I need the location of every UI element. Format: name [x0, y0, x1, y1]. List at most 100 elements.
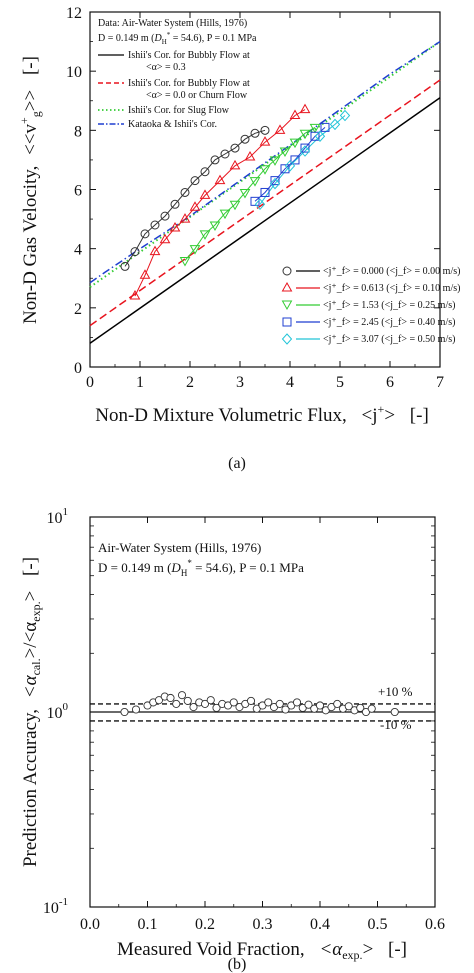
b-ytick-base: 10 — [47, 705, 63, 722]
a-series-line-3 — [254, 127, 326, 202]
b-xtick-label: 0.3 — [253, 916, 273, 933]
a-data-point-circle — [190, 176, 200, 186]
panel-b-xlabel-sym: <α — [319, 939, 343, 960]
b-ytick-label: 10-1 — [43, 896, 68, 917]
a-data-point-triangle — [199, 189, 211, 199]
panel-a-xlabel-sym: <j — [362, 405, 378, 426]
a-data-point-circle — [220, 149, 230, 159]
panel-b-x-axis-label: Measured Void Fraction, <αexp.> [-] — [117, 939, 407, 962]
a-series-line-4 — [259, 115, 346, 205]
panel-a-y-axis-label: Non-D Gas Velocity, <<v+g>> [-] — [17, 56, 43, 324]
panel-a-ylabel-text: Non-D Gas Velocity, — [20, 166, 41, 324]
b-data-point — [166, 693, 175, 703]
panel-a-ylabel-sym: <<v — [20, 123, 41, 154]
b-data-point — [229, 698, 238, 707]
panel-b-ylabel-sub2: exp. — [29, 601, 43, 621]
b-data-point — [120, 707, 129, 717]
panel-b-xlabel-close: > — [363, 939, 374, 960]
b-data-point — [356, 703, 365, 712]
panel-a-data-legend: <j⁺_f> = 0.000 (<j_f> = 0.00 m/s) <j⁺_f>… — [281, 266, 460, 345]
panel-a-conditions: D = 0.149 m (DH* = 54.6), P = 0.1 MPa — [98, 31, 257, 46]
panel-a-ylabel-sub: g — [29, 111, 43, 117]
b-xtick-label: 0.6 — [425, 916, 445, 933]
b-data-point — [154, 696, 164, 705]
a-correlation-line-0 — [89, 97, 441, 344]
b-data-point — [315, 701, 325, 710]
a-ytick-label: 2 — [74, 301, 82, 318]
panel-a-xlabel-sup: + — [378, 402, 385, 416]
a-data-point-triangle — [244, 150, 256, 161]
panel-b-caption: (b) — [228, 956, 247, 973]
a-data-point-square — [260, 187, 270, 197]
b-ytick-exp: -1 — [59, 896, 68, 908]
legend-label-bubbly-00-a: Ishii's Cor. for Bubbly Flow at — [128, 78, 250, 89]
a-data-point-triangle — [189, 201, 201, 211]
a-xtick-label: 3 — [236, 374, 244, 391]
a-data-point-triangle-down — [179, 257, 191, 267]
a-data-point-triangle-down — [249, 177, 261, 187]
legend-entry-3: <j⁺_f> = 2.45 (<j_f> = 0.40 m/s) — [282, 317, 455, 328]
a-data-point-circle — [160, 211, 170, 221]
a-data-point-circle — [210, 155, 220, 165]
a-data-point-circle — [230, 143, 240, 153]
a-data-point-circle — [120, 261, 130, 271]
a-xtick-label: 4 — [286, 374, 294, 391]
b-data-point — [292, 698, 302, 707]
a-data-point-triangle — [299, 103, 311, 114]
a-data-point-square — [310, 131, 320, 141]
b-ytick-label: 101 — [47, 506, 69, 527]
a-data-point-triangle — [139, 269, 151, 279]
a-ytick-label: 10 — [66, 64, 82, 81]
a-data-point-triangle-down — [219, 209, 231, 220]
a-ytick-label: 6 — [74, 183, 82, 200]
b-data-point — [177, 691, 187, 700]
panel-a-caption: (a) — [228, 455, 246, 472]
a-data-point-circle — [130, 247, 140, 257]
b-data-point — [304, 700, 313, 709]
panel-b-xlabel-text: Measured Void Fraction, — [117, 939, 305, 960]
a-data-point-triangle — [149, 245, 161, 256]
a-data-point-diamond — [314, 130, 326, 142]
panel-a-ylabel-unit: [-] — [20, 56, 41, 75]
panel-b-conditions: D = 0.149 m (DH* = 54.6), P = 0.1 MPa — [98, 558, 304, 578]
panel-a-cond-d: D = 0.149 m ( — [98, 33, 155, 44]
a-data-point-square — [300, 143, 310, 153]
a-data-point-triangle — [229, 159, 241, 170]
a-data-point-square — [250, 196, 260, 206]
b-data-point — [344, 702, 353, 711]
legend-marker-square — [282, 317, 292, 327]
a-data-point-diamond — [339, 109, 351, 122]
a-data-point-triangle-down — [269, 156, 281, 166]
a-data-point-diamond — [269, 177, 281, 190]
legend-label-bubbly-03-b: <α> = 0.3 — [146, 62, 186, 73]
panel-a-cond-dh-sub: H — [162, 38, 167, 46]
a-data-point-triangle-down — [279, 147, 291, 158]
legend-marker-circle — [282, 266, 292, 276]
panel-a-data-markers — [120, 103, 351, 300]
a-xtick-label: 1 — [136, 374, 144, 391]
a-data-point-triangle-down — [209, 221, 221, 232]
a-correlation-line-2 — [89, 40, 441, 288]
a-data-point-triangle-down — [299, 129, 311, 140]
b-ytick-label: 100 — [47, 701, 69, 722]
a-data-point-circle — [170, 199, 180, 209]
b-xtick-label: 0.5 — [368, 916, 388, 933]
a-data-point-triangle — [129, 289, 141, 300]
a-xtick-label: 5 — [336, 374, 344, 391]
panel-b-y-axis-label: Prediction Accuracy, <αcal.>/<αexp.> [-] — [20, 557, 43, 867]
b-xtick-label: 0.2 — [195, 916, 215, 933]
a-data-point-triangle-down — [259, 165, 271, 175]
a-data-point-diamond — [329, 118, 341, 131]
a-data-point-triangle-down — [189, 245, 201, 255]
a-ytick-label: 8 — [74, 123, 82, 140]
a-xtick-label: 6 — [386, 374, 394, 391]
a-xtick-label: 0 — [86, 374, 94, 391]
b-data-point — [275, 699, 284, 708]
a-data-point-circle — [260, 125, 270, 135]
panel-a-correlation-legend: Ishii's Cor. for Bubbly Flow at <α> = 0.… — [98, 50, 250, 130]
a-ytick-label: 4 — [74, 242, 82, 259]
b-data-point — [212, 703, 221, 712]
